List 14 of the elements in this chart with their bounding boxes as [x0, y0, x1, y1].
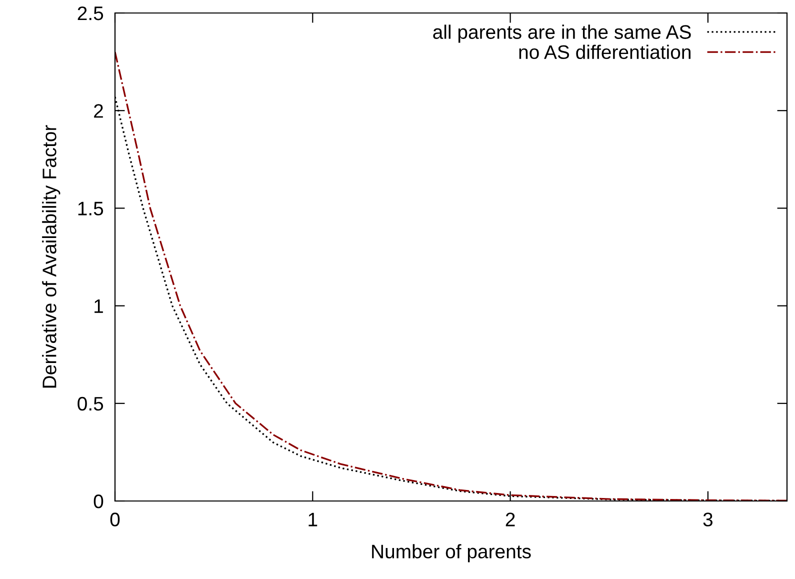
legend-label: no AS differentiation [519, 44, 690, 60]
x-axis-title: Number of parents [372, 544, 531, 562]
y-tick-label: 0 [94, 494, 104, 508]
x-tick-label: 0 [110, 512, 120, 526]
y-axis-title: Derivative of Availability Factor [42, 125, 60, 388]
legend-label: all parents are in the same AS [433, 24, 691, 43]
y-tick-label: 2 [94, 104, 103, 118]
y-tick-label: 0.5 [78, 396, 104, 411]
x-tick-label: 2 [506, 512, 515, 526]
y-tick-label: 1.5 [78, 202, 104, 216]
y-tick-label: 2.5 [78, 6, 104, 20]
y-tick-label: 1 [94, 299, 103, 313]
x-tick-label: 3 [703, 512, 712, 526]
x-tick-label: 1 [308, 512, 318, 526]
